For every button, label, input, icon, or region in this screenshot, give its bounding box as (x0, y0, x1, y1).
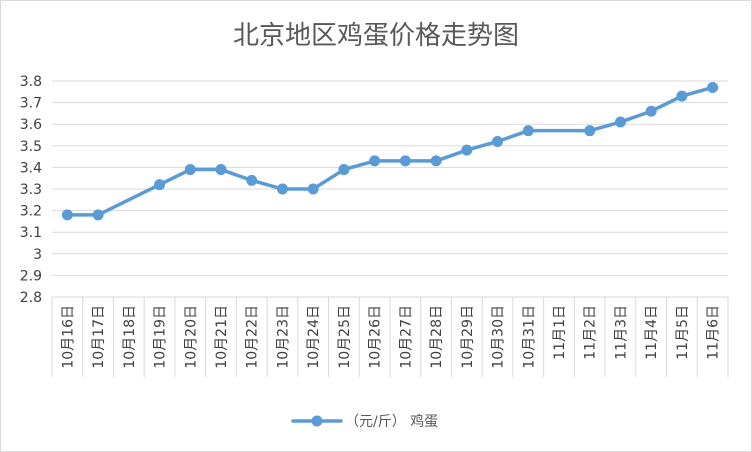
x-tick-label: 10月31日 (521, 305, 537, 369)
data-point (430, 155, 442, 167)
data-point (307, 183, 319, 195)
y-tick-label: 3.5 (20, 139, 42, 155)
data-point (676, 90, 688, 102)
y-tick-label: 3.3 (20, 182, 42, 198)
y-axis: 3.8 3.7 3.6 3.5 3.4 3.3 3.2 3.1 3 2.9 2.8 (20, 74, 42, 306)
x-tick-label: 10月19日 (153, 305, 169, 369)
x-tick-label: 10月26日 (368, 305, 384, 369)
x-tick-label: 10月23日 (275, 305, 291, 369)
x-tick-label: 10月16日 (60, 305, 76, 369)
data-point (92, 209, 104, 221)
y-tick-label: 2.9 (20, 268, 42, 284)
series-layer (61, 81, 719, 221)
y-tick-label: 3.7 (20, 96, 42, 112)
data-point (246, 174, 258, 186)
data-point (338, 164, 350, 176)
legend: （元/斤） 鸡蛋 (291, 413, 438, 430)
y-tick-label: 3.1 (20, 225, 42, 241)
y-tick-label: 3.4 (20, 160, 42, 176)
x-tick-label: 10月17日 (91, 305, 107, 369)
x-tick-label: 10月29日 (460, 305, 476, 369)
x-tick-label: 11月1日 (552, 305, 568, 360)
data-point (522, 125, 534, 137)
legend-marker (311, 415, 323, 427)
y-tick-label: 3.6 (20, 117, 42, 133)
x-tick-label: 10月24日 (306, 305, 322, 369)
data-point (614, 116, 626, 128)
data-point (399, 155, 411, 167)
y-tick-label: 3 (33, 247, 42, 263)
data-point (215, 164, 227, 176)
data-point (184, 164, 196, 176)
legend-label: （元/斤） 鸡蛋 (345, 413, 438, 430)
data-point (707, 81, 719, 93)
data-point (276, 183, 288, 195)
data-point (584, 125, 596, 137)
y-tick-label: 3.2 (20, 204, 42, 220)
y-tick-label: 2.8 (20, 290, 42, 306)
data-point (61, 209, 73, 221)
chart-title: 北京地区鸡蛋价格走势图 (233, 21, 519, 51)
x-tick-label: 10月25日 (337, 305, 353, 369)
x-tick-label: 10月28日 (429, 305, 445, 369)
x-tick-label: 11月6日 (706, 305, 722, 360)
x-tick-label: 11月4日 (644, 305, 660, 360)
data-point (369, 155, 381, 167)
x-tick-label: 10月18日 (122, 305, 138, 369)
x-tick-label: 10月22日 (245, 305, 261, 369)
data-point (154, 179, 166, 191)
data-point (645, 105, 657, 117)
x-tick-label: 11月2日 (583, 305, 599, 360)
x-axis: 10月16日 10月17日 10月18日 10月19日 10月20日 10月21日 10月2… (51, 297, 729, 377)
gridlines (52, 80, 728, 298)
x-tick-label: 10月30日 (491, 305, 507, 369)
x-tick-label: 11月3日 (613, 305, 629, 360)
x-tick-label: 11月5日 (675, 305, 691, 360)
x-tick-label: 10月21日 (214, 305, 230, 369)
y-tick-label: 3.8 (20, 74, 42, 90)
data-point (461, 144, 473, 156)
data-point (492, 135, 504, 147)
x-tick-label: 10月20日 (183, 305, 199, 369)
x-tick-label: 10月27日 (398, 305, 414, 369)
